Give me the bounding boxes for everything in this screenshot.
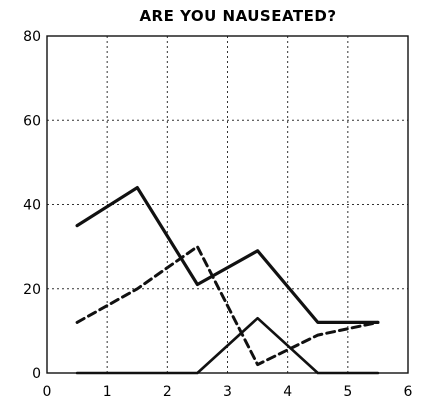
y-tick-label-1: 20 — [23, 282, 41, 298]
x-axis-ticks: 0 1 2 3 4 5 6 — [43, 384, 413, 400]
y-tick-label-2: 40 — [23, 198, 41, 214]
series-line-0 — [75, 186, 380, 324]
y-axis-ticks: 0 20 40 60 80 — [23, 29, 41, 382]
x-tick-label-1: 1 — [103, 384, 112, 400]
series-line-1 — [75, 245, 380, 367]
y-tick-label-0: 0 — [32, 366, 41, 382]
x-tick-label-4: 4 — [283, 384, 292, 400]
y-tick-label-3: 60 — [23, 113, 41, 129]
series-layer — [75, 186, 380, 375]
x-tick-label-0: 0 — [43, 384, 52, 400]
x-tick-label-2: 2 — [163, 384, 172, 400]
chart-title: ARE YOU NAUSEATED? — [139, 7, 336, 25]
series-line-2 — [75, 316, 380, 375]
x-tick-label-3: 3 — [223, 384, 232, 400]
x-tick-label-5: 5 — [343, 384, 352, 400]
y-tick-label-4: 80 — [23, 29, 41, 45]
x-tick-label-6: 6 — [404, 384, 413, 400]
plot-frame — [46, 35, 409, 374]
grid — [47, 36, 408, 373]
